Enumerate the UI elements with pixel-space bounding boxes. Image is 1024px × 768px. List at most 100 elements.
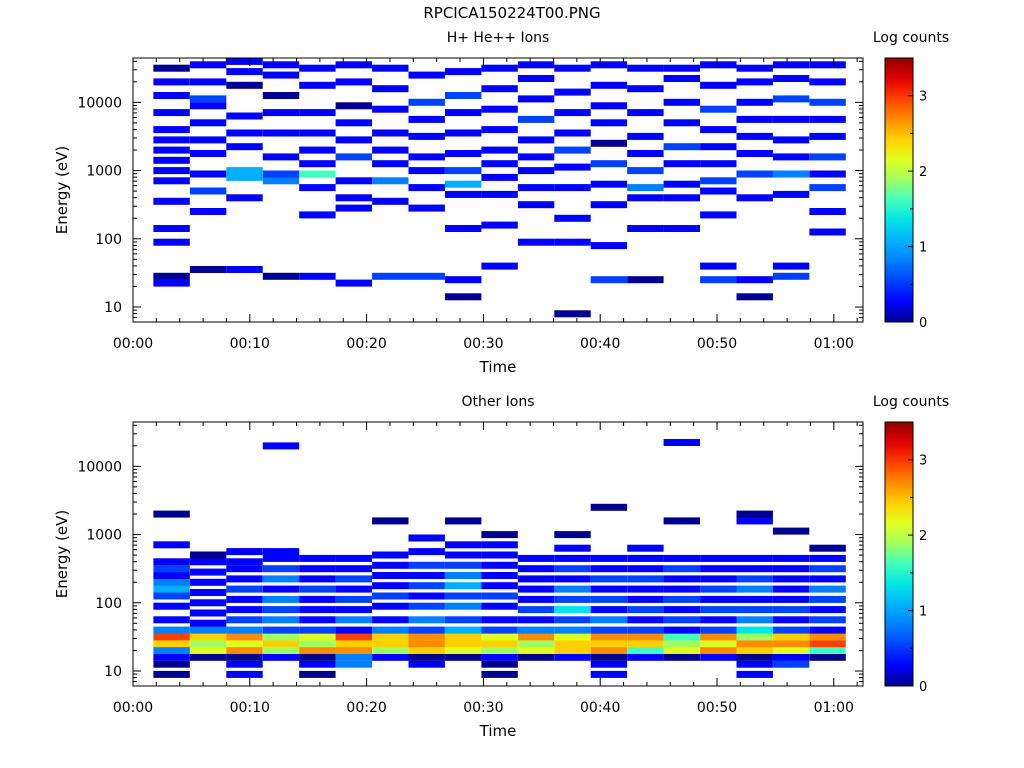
heatmap-cell [700,262,737,270]
heatmap-cell [772,633,810,641]
heatmap-cell [153,146,190,154]
heatmap-cell [700,81,737,89]
heatmap-cell [189,170,227,178]
heatmap-cell [408,548,445,556]
panel-h-he-ions: 00:00 00:10 00:20 00:30 00:40 00:50 01:00 Time 1… [53,30,949,376]
heatmap-cell [481,531,518,539]
heatmap-cell [809,647,846,654]
heatmap-cell [226,167,263,175]
heatmap-cell [153,197,190,205]
heatmap-cell [554,146,591,154]
heatmap-cell [736,660,773,668]
heatmap-cell [554,184,591,192]
heatmap-cell [226,647,263,654]
heatmap-cell [226,57,263,65]
heatmap-cell [299,575,336,583]
heatmap-cell [226,558,263,566]
heatmap-cell [189,187,227,195]
heatmap-cell [262,647,300,654]
heatmap-cell [627,595,664,603]
heatmap-cell [262,177,300,185]
heatmap-cell [700,187,737,195]
heatmap-cell [372,160,409,168]
heatmap-cell [445,129,482,137]
heatmap-cell [663,585,700,593]
heatmap-cell [663,439,700,446]
heatmap-cell [299,616,336,624]
heatmap-cell [700,554,737,562]
heatmap-cell [809,132,846,140]
heatmap-cell [226,606,263,614]
heatmap-cell [627,565,664,573]
heatmap-cell [627,585,664,593]
heatmap-cell [189,589,227,596]
heatmap-cell [262,585,300,593]
heatmap-cell [153,238,190,246]
colorbar-tick-label: 2 [919,529,927,544]
heatmap-cell [189,61,227,69]
y-tick-label: 10000 [77,459,122,475]
heatmap-cell [663,98,700,106]
heatmap-cell [445,626,482,634]
heatmap-cell [554,129,591,137]
heatmap-cell [700,126,737,134]
heatmap-cell [517,616,555,624]
heatmap-cell [627,647,664,654]
heatmap-cell [445,190,482,198]
heatmap-cell [590,201,628,209]
heatmap-cell [299,184,336,192]
heatmap-cell [262,442,300,450]
heatmap-cell [481,633,518,641]
heatmap-cell [663,640,700,648]
heatmap-cell [736,170,773,178]
heatmap-cell [226,626,263,634]
heatmap-cell [481,160,518,168]
heatmap-cell [299,129,336,137]
heatmap-cell [445,517,482,525]
heatmap-cell [299,670,336,678]
panel-other-ions: 00:00 00:10 00:20 00:30 00:40 00:50 01:00 Time 1… [53,394,949,740]
heatmap-cell [299,633,336,641]
heatmap-cell [554,565,591,573]
heatmap-cell [809,61,846,69]
heatmap-cell [372,633,409,641]
heatmap-cell [627,64,664,72]
heatmap-cell [517,115,555,123]
heatmap-cell [772,616,810,624]
heatmap-cell [153,572,190,579]
heatmap-cell [226,585,263,593]
heatmap-cell [700,61,737,69]
heatmap-cell [772,190,810,198]
heatmap-cell [481,173,518,181]
heatmap-cell [299,211,336,219]
heatmap-cell [408,534,445,542]
heatmap-cell [627,640,664,648]
heatmap-cell [445,276,482,284]
heatmap-cell [590,276,628,284]
heatmap-cell [372,105,409,113]
heatmap-cell [772,595,810,603]
heatmap-cell [590,503,628,511]
heatmap-cell [153,670,190,678]
x-tick-label: 00:30 [463,700,503,716]
heatmap-cell [445,225,482,232]
heatmap-cell [809,653,846,661]
heatmap-cell [554,544,591,552]
heatmap-cell [189,136,227,144]
heatmap-cell [189,568,227,576]
heatmap-cell [153,626,190,634]
heatmap-cell [445,653,482,661]
heatmap-cell [627,626,664,634]
heatmap-cell [663,160,700,168]
heatmap-cell [226,565,263,573]
heatmap-cell [590,575,628,583]
heatmap-cell [408,572,445,579]
y-tick-label: 10000 [77,95,122,111]
heatmap-cell [663,517,700,525]
x-tick-label: 00:30 [463,336,503,352]
heatmap-cell [372,653,409,661]
heatmap-cell [445,167,482,175]
heatmap-cell [226,112,263,120]
heatmap-cell [481,85,518,93]
heatmap-cell [736,575,773,583]
